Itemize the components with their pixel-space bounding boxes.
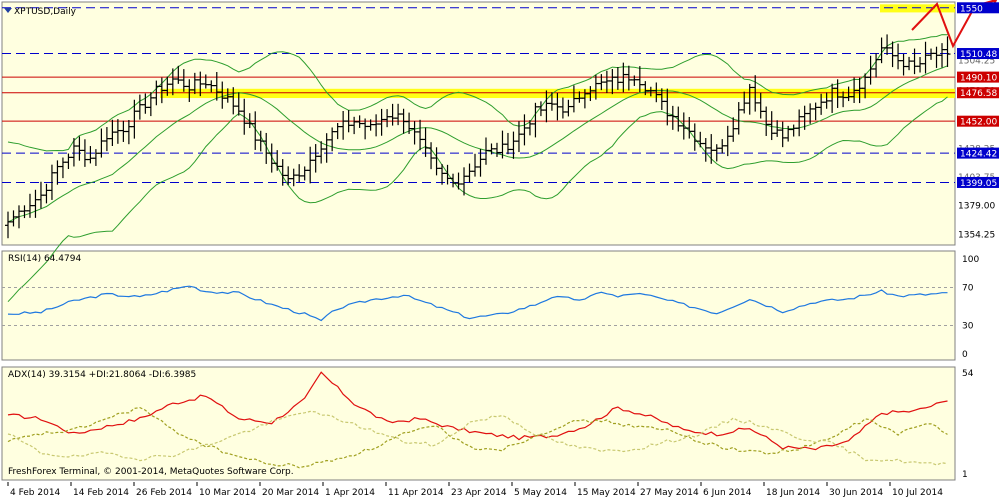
x-axis-label: 4 Feb 2014 bbox=[10, 488, 61, 498]
level-badge bbox=[957, 176, 999, 188]
level-badge-label: 1424.42 bbox=[960, 150, 997, 160]
rsi-axis-tick: 0 bbox=[962, 350, 968, 360]
x-axis-label: 20 Mar 2014 bbox=[262, 488, 319, 498]
level-badge-label: 1550 bbox=[960, 4, 983, 14]
x-axis-label: 23 Apr 2014 bbox=[451, 488, 507, 498]
level-badge-label: 1452.00 bbox=[960, 118, 997, 128]
x-axis-label: 14 Feb 2014 bbox=[73, 488, 129, 498]
footer-copyright: FreshForex Terminal, © 2001-2014, MetaQu… bbox=[8, 467, 294, 477]
x-axis-label: 27 May 2014 bbox=[640, 488, 699, 498]
dropdown-arrow-icon bbox=[4, 8, 12, 13]
rsi-axis-tick: 30 bbox=[962, 322, 974, 332]
bollinger-middle-line bbox=[7, 65, 948, 223]
adx-label: ADX(14) 39.3154 +DI:21.8064 -DI:6.3985 bbox=[8, 370, 196, 380]
adx-axis-tick: 54 bbox=[962, 369, 974, 379]
ohlc-bar bbox=[944, 36, 951, 67]
rsi-line bbox=[7, 285, 948, 322]
price-axis-tick: 1504.25 bbox=[958, 57, 995, 67]
x-axis-label: 1 Apr 2014 bbox=[325, 488, 375, 498]
x-axis-label: 30 Jun 2014 bbox=[829, 488, 883, 498]
x-axis-label: 6 Jun 2014 bbox=[703, 488, 752, 498]
x-axis-label: 5 May 2014 bbox=[514, 488, 567, 498]
level-badge-label: 1476.58 bbox=[960, 89, 997, 99]
rsi-panel bbox=[1, 250, 956, 361]
rsi-axis-tick: 100 bbox=[962, 255, 979, 265]
level-badge bbox=[957, 115, 999, 127]
highlight-zone bbox=[880, 4, 955, 13]
x-axis-label: 26 Feb 2014 bbox=[136, 488, 192, 498]
x-axis-label: 18 Jun 2014 bbox=[766, 488, 820, 498]
x-axis-label: 11 Apr 2014 bbox=[388, 488, 444, 498]
level-badge bbox=[957, 147, 999, 159]
price-panel bbox=[1, 1, 956, 246]
x-axis-label: 10 Jul 2014 bbox=[892, 488, 943, 498]
level-badge-label: 1490.10 bbox=[960, 74, 997, 84]
adx-panel bbox=[1, 366, 956, 481]
price-axis-tick: 1379.00 bbox=[958, 202, 995, 212]
minus-di-line bbox=[7, 410, 948, 466]
x-axis-label: 10 Mar 2014 bbox=[199, 488, 256, 498]
level-badge-label: 1510.48 bbox=[960, 50, 997, 60]
price-axis-tick: 1354.25 bbox=[958, 230, 995, 240]
plus-di-line bbox=[7, 406, 948, 469]
rsi-axis-tick: 70 bbox=[962, 284, 974, 294]
level-badge bbox=[957, 71, 999, 83]
level-badge-label: 1399.05 bbox=[960, 179, 997, 189]
adx-line bbox=[7, 371, 948, 451]
adx-axis-tick: 1 bbox=[962, 470, 968, 480]
level-badge bbox=[957, 48, 999, 60]
rsi-label: RSI(14) 64.4794 bbox=[8, 254, 81, 264]
x-axis-label: 15 May 2014 bbox=[577, 488, 636, 498]
chart-title: XPTUSD,Daily bbox=[14, 7, 77, 17]
bollinger-lower-line bbox=[7, 96, 948, 303]
bollinger-upper-line bbox=[7, 34, 948, 152]
level-badge bbox=[957, 87, 999, 99]
level-badge bbox=[957, 2, 999, 14]
